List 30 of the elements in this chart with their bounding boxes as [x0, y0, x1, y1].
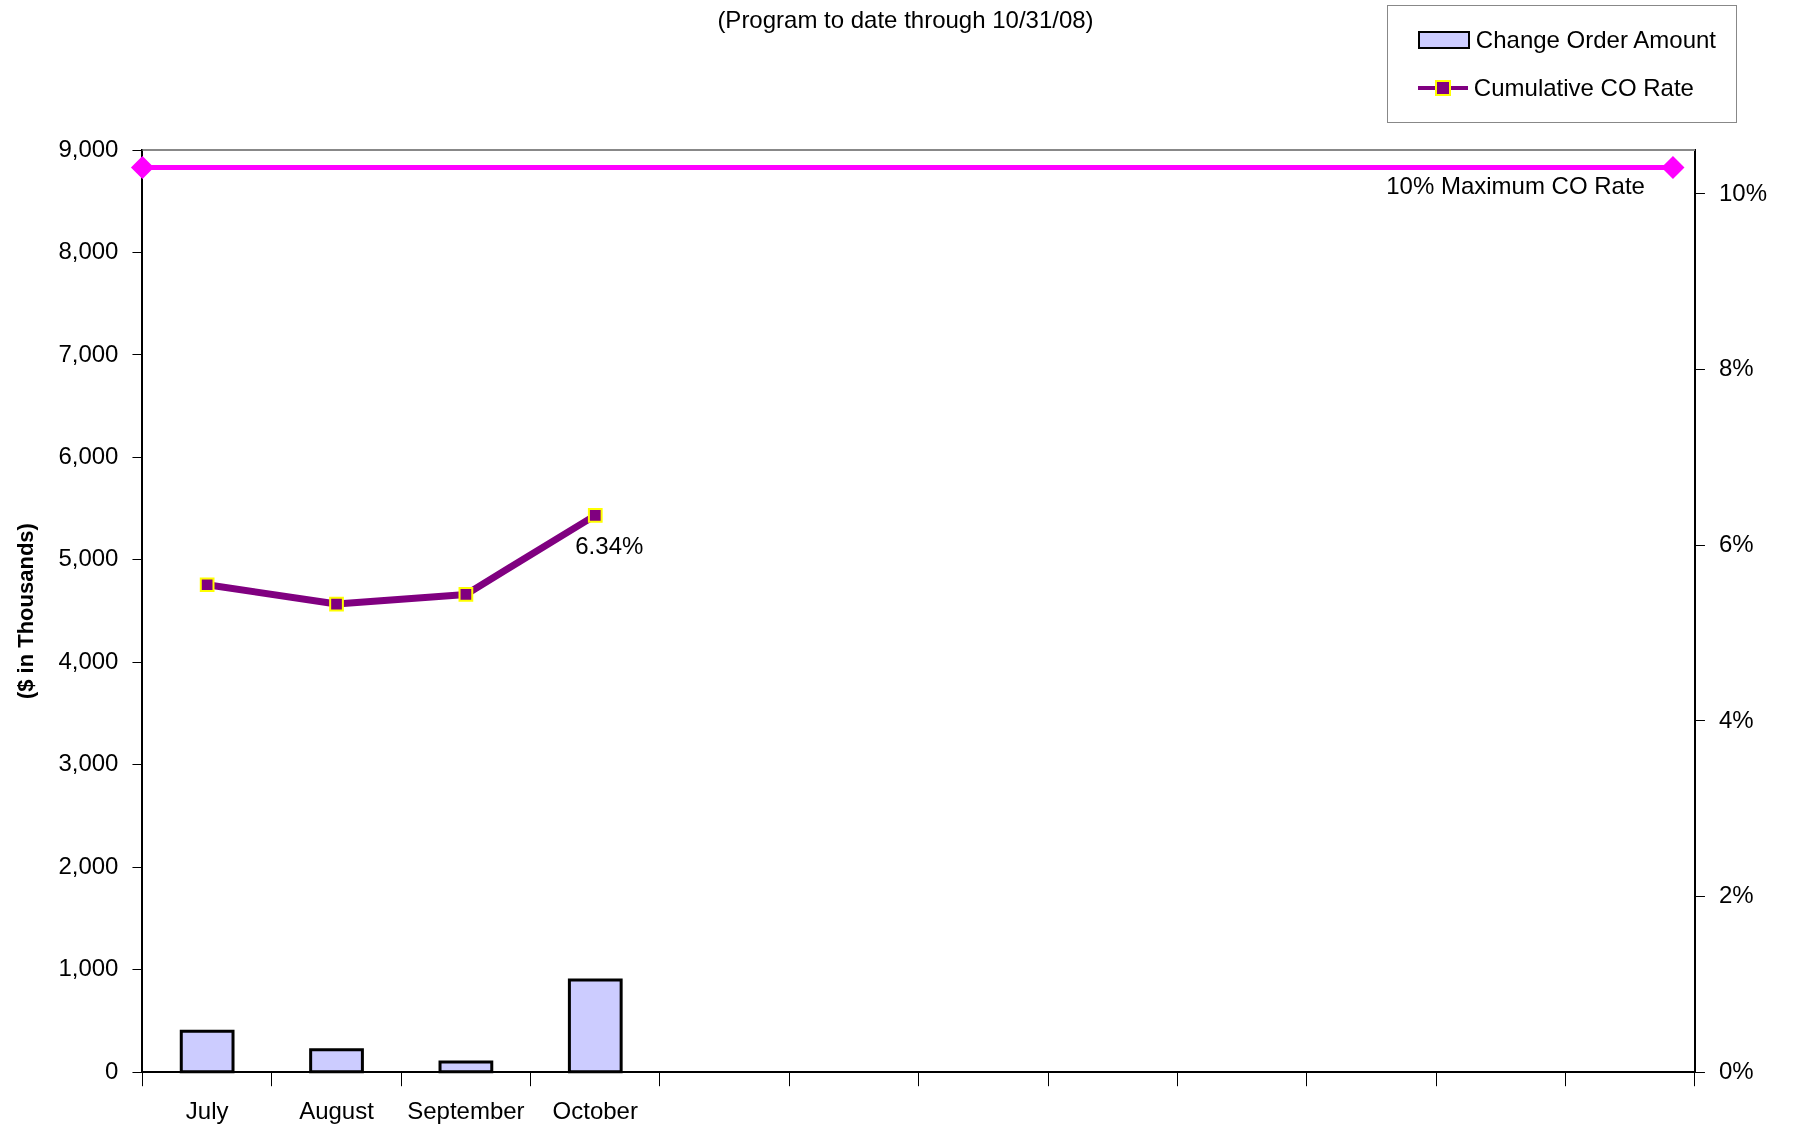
y2-tick-label: 0% [1718, 1056, 1754, 1084]
y-tick-label: 6,000 [58, 442, 119, 470]
y2-tick-label: 8% [1718, 354, 1754, 382]
data-label: 6.34% [575, 531, 644, 559]
chart-subtitle: (Program to date through 10/31/08) [717, 6, 1094, 33]
y-axis-title: ($ in Thousands) [13, 523, 39, 700]
point [587, 508, 603, 523]
x-tick-label: September [407, 1097, 525, 1125]
x-tick-label: August [299, 1097, 375, 1125]
ref-line-label: 10% Maximum CO Rate [1386, 172, 1645, 200]
y-tick-label: 3,000 [58, 749, 119, 777]
y-tick-label: 5,000 [58, 544, 119, 572]
y-tick-label: 7,000 [58, 339, 119, 367]
y-tick-label: 9,000 [58, 134, 119, 162]
y-tick-label: 8,000 [58, 237, 119, 265]
legend-label: Cumulative CO Rate [1473, 74, 1694, 102]
legend-label: Change Order Amount [1475, 26, 1716, 54]
x-tick-label: October [552, 1097, 638, 1125]
y-tick-label: 1,000 [58, 954, 119, 982]
y2-tick-label: 4% [1718, 705, 1754, 733]
point [199, 577, 215, 593]
y2-tick-label: 2% [1718, 881, 1754, 909]
y-tick-label: 4,000 [58, 646, 119, 674]
y2-tick-label: 6% [1718, 529, 1754, 557]
point [329, 596, 344, 612]
x-tick-label: July [185, 1097, 229, 1125]
y2-tick-label: 10% [1718, 178, 1768, 206]
y-tick-label: 2,000 [58, 851, 119, 879]
point [458, 587, 474, 602]
y-tick-label: 0 [105, 1056, 119, 1084]
